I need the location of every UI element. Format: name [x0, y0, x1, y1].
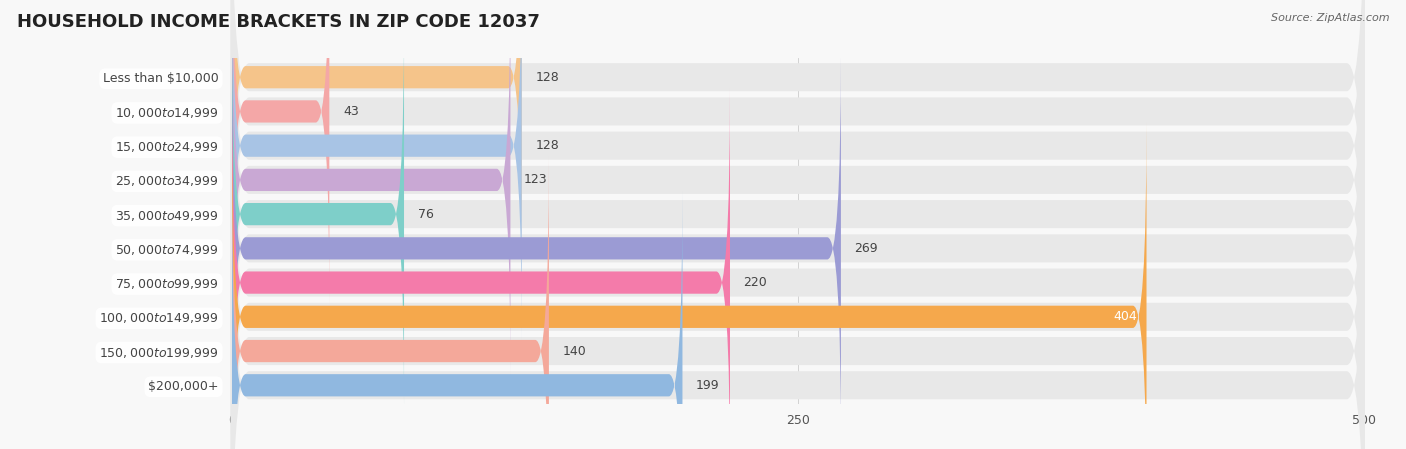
- Text: 76: 76: [418, 207, 433, 220]
- FancyBboxPatch shape: [231, 91, 1365, 449]
- Text: 220: 220: [744, 276, 768, 289]
- FancyBboxPatch shape: [232, 54, 841, 443]
- Text: Source: ZipAtlas.com: Source: ZipAtlas.com: [1271, 13, 1389, 23]
- FancyBboxPatch shape: [231, 0, 1365, 371]
- Text: 128: 128: [536, 70, 560, 84]
- FancyBboxPatch shape: [232, 20, 404, 409]
- FancyBboxPatch shape: [231, 0, 1365, 337]
- FancyBboxPatch shape: [232, 88, 730, 449]
- Text: 199: 199: [696, 379, 720, 392]
- FancyBboxPatch shape: [231, 125, 1365, 449]
- FancyBboxPatch shape: [231, 0, 1365, 405]
- FancyBboxPatch shape: [232, 0, 329, 306]
- Text: 140: 140: [562, 344, 586, 357]
- FancyBboxPatch shape: [232, 157, 548, 449]
- Text: 43: 43: [343, 105, 359, 118]
- FancyBboxPatch shape: [232, 0, 510, 374]
- Text: HOUSEHOLD INCOME BRACKETS IN ZIP CODE 12037: HOUSEHOLD INCOME BRACKETS IN ZIP CODE 12…: [17, 13, 540, 31]
- FancyBboxPatch shape: [232, 0, 522, 340]
- FancyBboxPatch shape: [231, 0, 1365, 449]
- Text: 269: 269: [855, 242, 879, 255]
- Text: 128: 128: [536, 139, 560, 152]
- FancyBboxPatch shape: [231, 57, 1365, 449]
- Text: 123: 123: [524, 173, 547, 186]
- FancyBboxPatch shape: [232, 191, 682, 449]
- FancyBboxPatch shape: [231, 0, 1365, 440]
- Text: 404: 404: [1114, 310, 1137, 323]
- FancyBboxPatch shape: [232, 123, 1146, 449]
- FancyBboxPatch shape: [231, 23, 1365, 449]
- FancyBboxPatch shape: [231, 0, 1365, 449]
- FancyBboxPatch shape: [232, 0, 522, 272]
